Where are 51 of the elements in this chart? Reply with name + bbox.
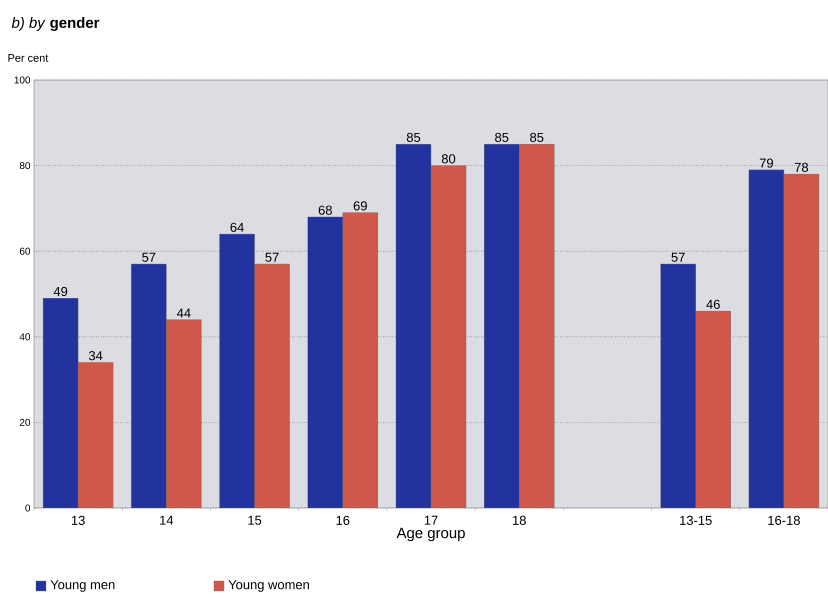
- y-tick-label: 80: [20, 162, 30, 170]
- data-label: 69: [354, 201, 367, 210]
- y-tick-label: 40: [20, 333, 30, 340]
- data-label: 34: [88, 351, 102, 360]
- legend-label: Young women: [228, 580, 309, 592]
- data-label: 78: [794, 162, 808, 172]
- data-label: 57: [142, 252, 156, 262]
- x-tick-label: 13: [72, 516, 85, 525]
- data-label: 57: [265, 252, 279, 262]
- legend-label: Young men: [50, 580, 114, 592]
- bar: [43, 298, 78, 508]
- data-label: 49: [54, 286, 68, 296]
- y-tick-label: 20: [20, 418, 30, 426]
- x-axis-title: Age group: [396, 528, 465, 542]
- bar: [396, 144, 432, 508]
- bar: [131, 264, 166, 508]
- bar: [308, 216, 343, 508]
- data-label: 79: [760, 158, 773, 168]
- bar: [519, 144, 554, 508]
- bar: [484, 144, 520, 508]
- bar: [784, 174, 820, 508]
- y-axis-title: Per cent: [8, 54, 48, 62]
- bar: [695, 310, 731, 508]
- data-label: 68: [318, 206, 332, 215]
- x-tick-label: 14: [160, 516, 174, 525]
- y-tick-label: 60: [20, 248, 30, 255]
- x-tick-label: 17: [424, 516, 438, 525]
- data-label: 85: [530, 132, 544, 142]
- chart-title: b) by gender: [12, 16, 100, 31]
- x-tick-label: 13-15: [680, 516, 712, 525]
- bar: [342, 212, 378, 508]
- data-label: 85: [495, 132, 508, 142]
- x-tick-label: 16: [336, 516, 350, 525]
- data-label: 44: [176, 308, 191, 318]
- bar: [78, 362, 114, 508]
- data-label: 80: [442, 154, 456, 164]
- bar: [660, 264, 696, 508]
- x-tick-label: 16-18: [768, 516, 800, 525]
- bar: [431, 166, 466, 508]
- x-tick-label: 18: [513, 516, 526, 525]
- data-label: 64: [230, 222, 244, 232]
- data-label: 46: [706, 300, 720, 309]
- bar: [254, 264, 290, 508]
- data-label: 57: [671, 252, 685, 262]
- bar: [220, 234, 255, 508]
- bar: [166, 320, 202, 508]
- x-tick-label: 15: [248, 516, 262, 525]
- y-tick-label: 0: [25, 504, 30, 512]
- bar: [748, 170, 784, 508]
- data-label: 85: [406, 132, 420, 142]
- y-tick-label: 100: [14, 76, 30, 84]
